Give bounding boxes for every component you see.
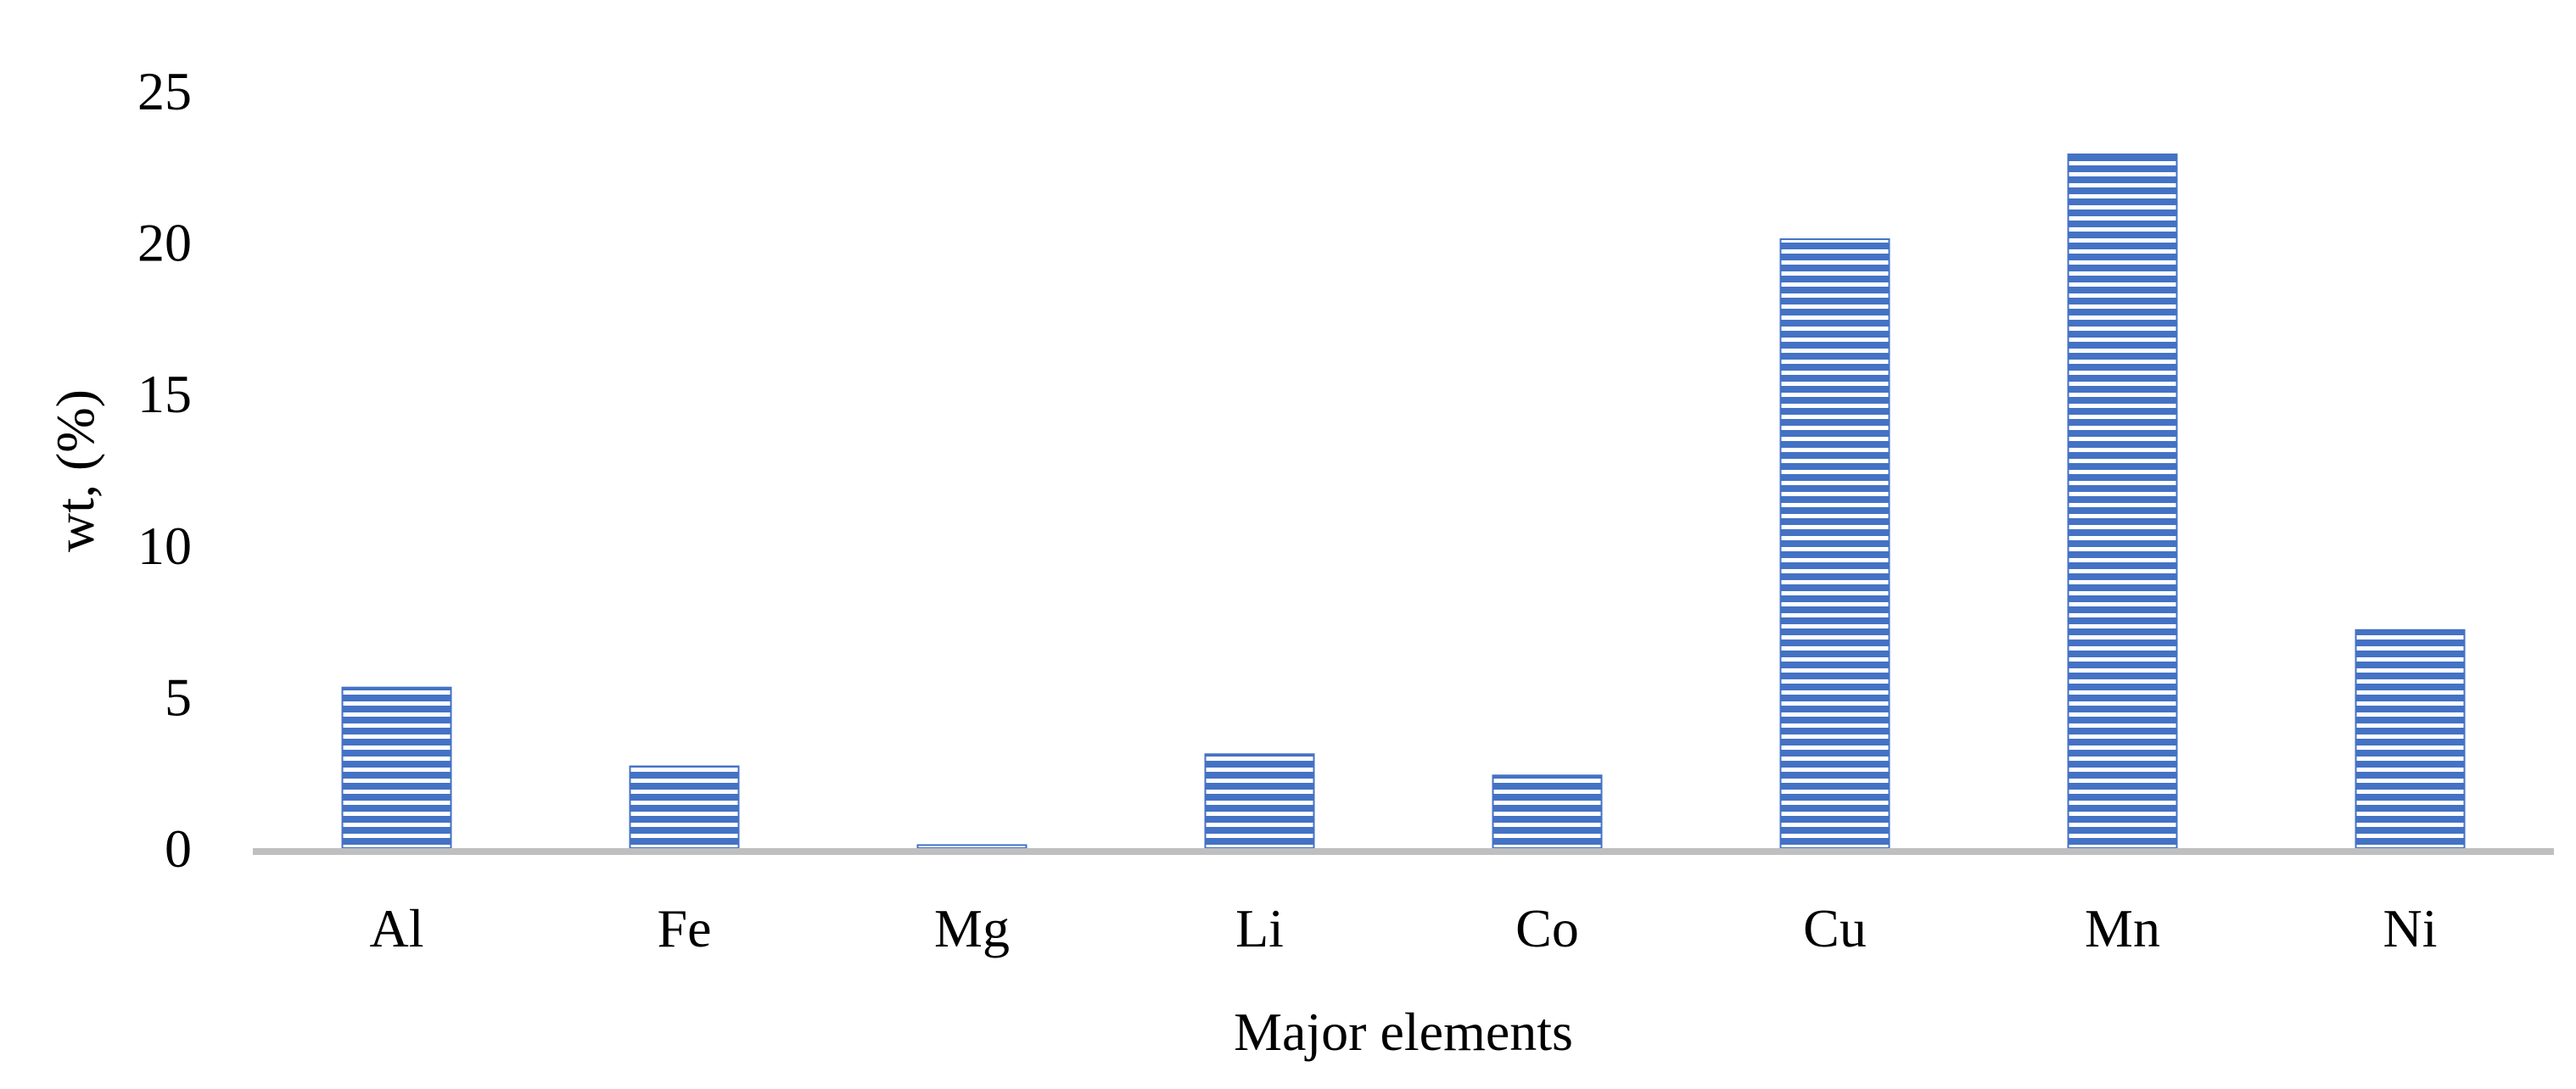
x-tick-label: Fe (658, 898, 712, 958)
bar-mn (2067, 154, 2178, 849)
bar-cu (1779, 238, 1890, 849)
x-tick-label: Mg (934, 898, 1010, 958)
y-tick-label: 5 (165, 667, 192, 727)
bar-fe (629, 765, 740, 850)
x-tick-label: Cu (1803, 898, 1867, 958)
y-tick-label: 15 (137, 364, 192, 424)
bar-al (341, 686, 452, 850)
x-tick-label: Mn (2085, 898, 2160, 958)
y-axis-tick-labels: 0 5 10 15 20 25 (137, 61, 192, 879)
y-tick-label: 25 (137, 61, 192, 121)
x-tick-label: Li (1235, 898, 1284, 958)
x-tick-label: Ni (2383, 898, 2438, 958)
bar-mg (916, 844, 1028, 849)
x-axis-title: Major elements (1234, 1002, 1573, 1062)
x-tick-label: Co (1515, 898, 1579, 958)
y-tick-label: 10 (137, 516, 192, 576)
bar-li (1204, 753, 1315, 850)
bar-co (1492, 774, 1603, 849)
x-axis-tick-labels: Al Fe Mg Li Co Cu Mn Ni (370, 898, 2438, 958)
y-tick-label: 20 (137, 213, 192, 273)
y-tick-label: 0 (165, 818, 192, 879)
x-tick-label: Al (370, 898, 424, 958)
y-axis-title: wt, (%) (45, 389, 105, 552)
bar-series (341, 154, 2466, 850)
bar-ni (2355, 628, 2466, 849)
